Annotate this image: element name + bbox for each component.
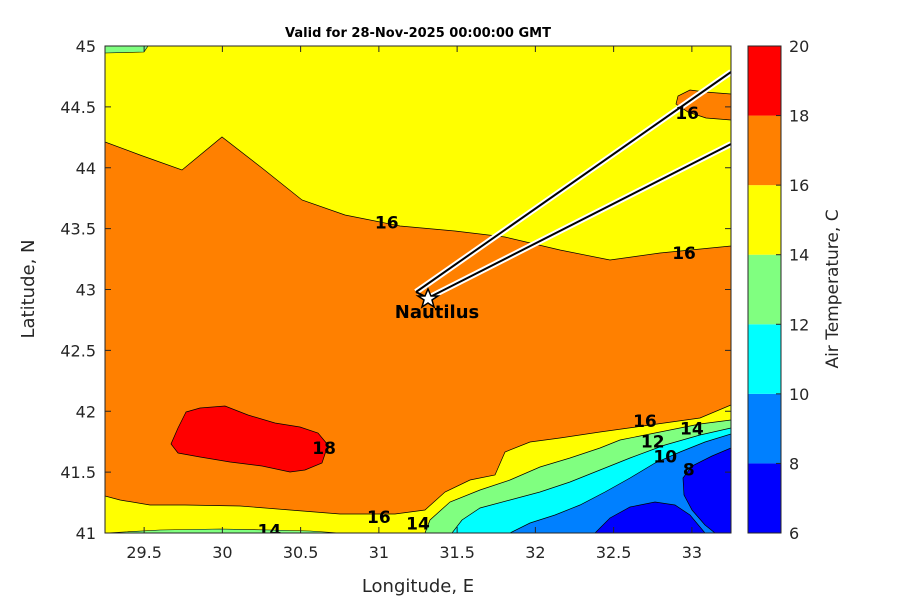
- sector-lines: [414, 69, 731, 301]
- contour-fill-6-8-right: [682, 447, 731, 533]
- colorbar-tick-label: 12: [789, 315, 809, 334]
- x-tick-label: 29.5: [126, 543, 162, 562]
- y-tick-label: 42.5: [60, 341, 96, 360]
- y-axis-label: Latitude, N: [18, 240, 39, 339]
- contour-label: 10: [653, 447, 677, 467]
- colorbar: [748, 46, 781, 533]
- star-icon: [415, 287, 441, 309]
- contour-label: 14: [257, 522, 281, 542]
- y-tick-label: 43.5: [60, 220, 96, 239]
- x-tick-label: 31: [369, 543, 389, 562]
- contour-label: 14: [680, 419, 704, 439]
- y-tick-label: 43: [76, 281, 96, 300]
- colorbar-tick-label: 8: [789, 454, 799, 473]
- y-tick-label: 44: [76, 159, 96, 178]
- colorbar-swatch-6: [748, 463, 781, 533]
- colorbar-tick-label: 6: [789, 524, 799, 543]
- y-tick-label: 44.5: [60, 98, 96, 117]
- contour-label: 16: [633, 412, 657, 432]
- y-axis-ticks: 41 41.5 42 42.5 43 43.5 44 44.5 45: [60, 37, 731, 543]
- x-tick-label: 32: [525, 543, 545, 562]
- contour-label: 12: [641, 433, 665, 453]
- colorbar-frame: [747, 45, 782, 534]
- colorbar-tick-label: 14: [789, 246, 809, 265]
- colorbar-swatch-18: [748, 46, 781, 116]
- contour-label: 8: [683, 461, 695, 481]
- x-tick-label: 30.5: [283, 543, 319, 562]
- colorbar-ticks: 6 8 10 12 14 16 18 20: [776, 37, 809, 543]
- x-axis-label: Longitude, E: [362, 576, 474, 597]
- x-tick-label: 31.5: [439, 543, 475, 562]
- y-tick-label: 42: [76, 402, 96, 421]
- y-tick-label: 41: [76, 524, 96, 543]
- site-marker: Nautilus: [395, 287, 480, 323]
- contour-label: 16: [672, 244, 696, 264]
- y-tick-label: 45: [76, 37, 96, 56]
- contour-label: 14: [406, 514, 430, 534]
- colorbar-swatch-8: [748, 393, 781, 464]
- colorbar-swatch-10: [748, 324, 781, 394]
- colorbar-swatch-16: [748, 115, 781, 186]
- y-tick-label: 41.5: [60, 463, 96, 482]
- x-tick-label: 32.5: [596, 543, 632, 562]
- colorbar-tick-label: 18: [789, 107, 809, 126]
- contour-label: 18: [312, 439, 336, 459]
- contour-label: 16: [367, 508, 391, 528]
- chart-title: Valid for 28-Nov-2025 00:00:00 GMT: [285, 26, 551, 41]
- colorbar-tick-label: 16: [789, 176, 809, 195]
- colorbar-swatch-12: [748, 254, 781, 325]
- contour-label: 16: [675, 104, 699, 124]
- site-label: Nautilus: [395, 302, 480, 323]
- colorbar-tick-label: 10: [789, 385, 809, 404]
- colorbar-tick-label: 20: [789, 37, 809, 56]
- x-tick-label: 30: [212, 543, 232, 562]
- x-axis-ticks: 29.5 30 30.5 31 31.5 32 32.5 33: [126, 46, 702, 562]
- contour-label: 16: [375, 214, 399, 234]
- contour-fill-12-14-topleft: [105, 46, 149, 54]
- contour-fill-6-8-bottom: [594, 501, 706, 533]
- x-tick-label: 33: [682, 543, 702, 562]
- colorbar-swatch-14: [748, 185, 781, 255]
- contour-fill-18-20: [170, 405, 329, 473]
- colorbar-label: Air Temperature, C: [823, 209, 843, 368]
